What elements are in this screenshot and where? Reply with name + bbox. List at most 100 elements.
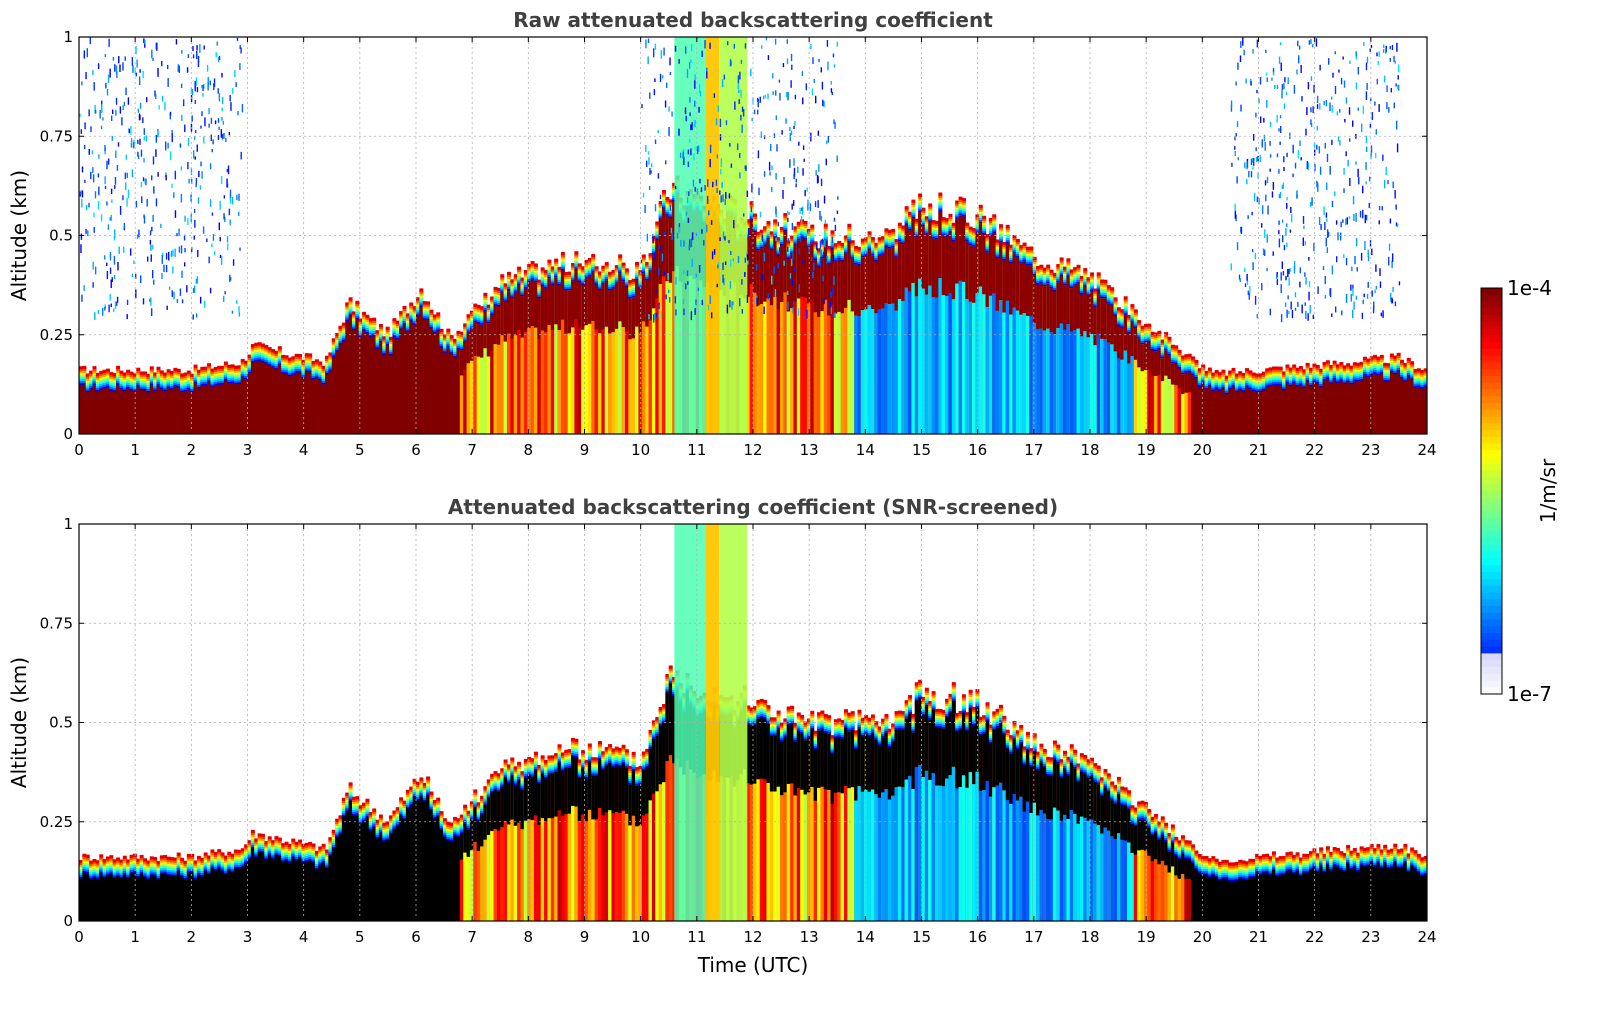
dense-band-cell: [483, 311, 488, 349]
layer-edge-cell: [244, 364, 249, 368]
layer-edge-cell: [759, 241, 764, 245]
layer-edge-cell: [348, 307, 353, 311]
layer-edge-cell: [843, 249, 848, 253]
noise-speck: [102, 117, 104, 121]
layer-edge-cell: [422, 311, 427, 315]
layer-edge-cell: [641, 266, 646, 270]
layer-edge-cell: [597, 275, 602, 279]
heatmap-column: [843, 235, 848, 434]
layer-edge-cell: [496, 303, 501, 307]
layer-core-cell: [169, 389, 174, 434]
layer-edge-cell: [934, 226, 939, 231]
layer-edge-cell: [874, 248, 879, 253]
noise-speck: [223, 132, 225, 139]
heatmap-column: [442, 334, 447, 434]
layer-edge-cell: [294, 353, 299, 358]
layer-edge-cell: [881, 244, 886, 248]
layer-edge-cell: [904, 210, 909, 214]
layer-edge-cell: [540, 273, 545, 277]
layer-core-cell: [85, 392, 90, 434]
layer-edge-cell: [857, 260, 862, 265]
layer-edge-cell: [119, 384, 124, 388]
layer-edge-cell: [271, 357, 276, 361]
layer-edge-cell: [887, 237, 892, 241]
heatmap-column: [850, 240, 855, 434]
layer-edge-cell: [190, 373, 195, 377]
layer-edge-cell: [860, 248, 865, 252]
layer-edge-cell: [537, 281, 542, 285]
layer-edge-cell: [351, 313, 356, 317]
layer-core-cell: [766, 239, 771, 434]
layer-edge-cell: [264, 358, 269, 363]
heatmap-column: [833, 243, 838, 434]
layer-edge-cell: [746, 235, 751, 239]
layer-edge-cell: [459, 331, 464, 335]
layer-edge-cell: [823, 237, 828, 241]
layer-edge-cell: [520, 281, 525, 285]
layer-edge-cell: [594, 272, 599, 276]
layer-edge-cell: [446, 330, 451, 334]
layer-edge-cell: [577, 269, 582, 273]
layer-edge-cell: [436, 324, 441, 328]
layer-edge-cell: [557, 280, 562, 284]
layer-edge-cell: [298, 365, 303, 370]
noise-speck: [156, 42, 158, 51]
layer-core-cell: [378, 342, 383, 434]
layer-edge-cell: [207, 379, 212, 383]
layer-edge-cell: [756, 245, 761, 249]
layer-edge-cell: [439, 344, 444, 349]
layer-edge-cell: [587, 261, 592, 266]
layer-edge-cell: [591, 261, 596, 266]
noise-speck: [101, 104, 103, 114]
layer-edge-cell: [159, 370, 164, 374]
layer-edge-cell: [480, 316, 484, 320]
layer-edge-cell: [422, 316, 427, 321]
layer-edge-cell: [240, 358, 245, 363]
dense-band-cell: [547, 278, 552, 325]
layer-edge-cell: [480, 312, 484, 316]
layer-edge-cell: [237, 365, 242, 369]
layer-edge-cell: [813, 249, 818, 253]
layer-edge-cell: [355, 310, 360, 314]
layer-edge-cell: [490, 312, 495, 316]
layer-edge-cell: [480, 310, 484, 314]
layer-edge-cell: [611, 271, 616, 276]
layer-edge-cell: [870, 245, 875, 249]
layer-edge-cell: [463, 337, 468, 341]
layer-edge-cell: [325, 359, 329, 364]
layer-core-cell: [503, 301, 508, 434]
layer-edge-cell: [207, 363, 212, 367]
layer-edge-cell: [759, 231, 764, 235]
layer-edge-cell: [517, 280, 522, 284]
layer-edge-cell: [358, 320, 363, 324]
layer-edge-cell: [274, 362, 279, 367]
layer-edge-cell: [830, 230, 835, 234]
layer-edge-cell: [126, 383, 131, 387]
dense-band-cell: [635, 280, 640, 327]
layer-edge-cell: [1231, 367, 1236, 372]
layer-edge-cell: [567, 279, 572, 283]
layer-edge-cell: [483, 308, 488, 312]
layer-edge-cell: [554, 266, 559, 270]
layer-edge-cell: [813, 245, 818, 249]
layer-edge-cell: [813, 255, 818, 259]
layer-edge-cell: [672, 198, 677, 202]
layer-edge-cell: [594, 276, 599, 280]
layer-edge-cell: [759, 233, 764, 237]
layer-edge-cell: [587, 267, 592, 272]
clean-air-cell: [881, 308, 886, 434]
layer-edge-cell: [250, 353, 255, 358]
layer-edge-cell: [362, 323, 367, 328]
heatmap-column: [143, 371, 147, 434]
layer-edge-cell: [608, 285, 613, 289]
layer-edge-cell: [884, 236, 889, 240]
noise-speck: [93, 227, 95, 233]
layer-core-cell: [513, 292, 518, 434]
noise-speck: [173, 192, 175, 199]
dense-band-cell: [766, 239, 771, 298]
dense-band-cell: [581, 285, 586, 330]
dense-band-cell: [587, 276, 592, 324]
heatmap-column: [105, 368, 110, 434]
layer-edge-cell: [645, 261, 650, 266]
noise-speck: [88, 148, 90, 155]
